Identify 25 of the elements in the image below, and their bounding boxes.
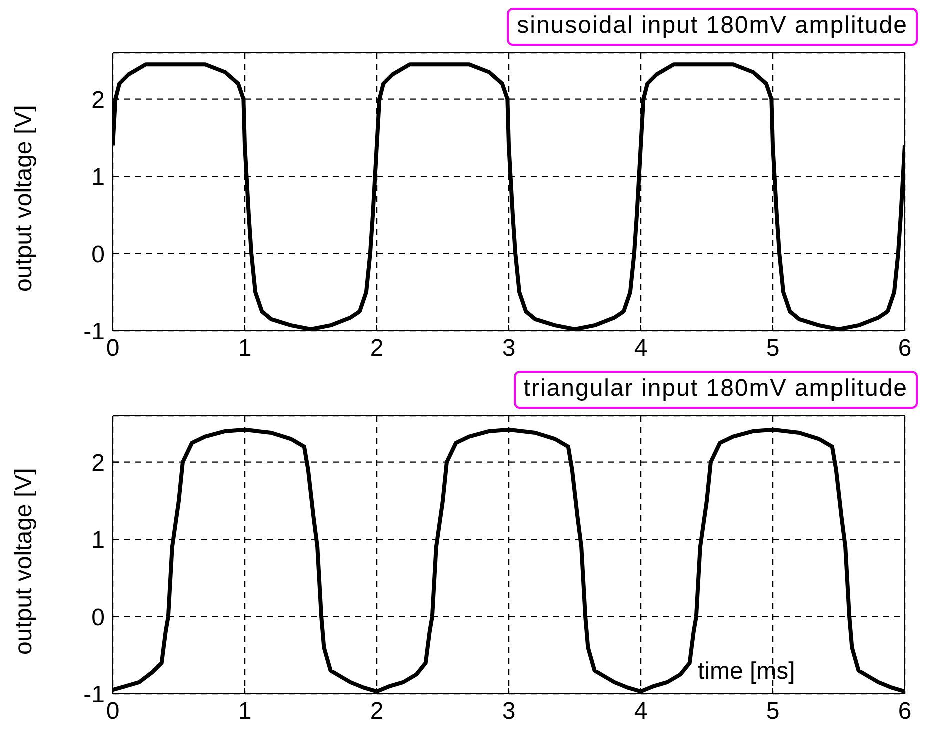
x-tick-label: 3 [502, 335, 516, 362]
y-tick-label: 0 [92, 241, 105, 268]
x-tick-label: 5 [766, 698, 780, 726]
annotation: time [ms] [698, 658, 796, 686]
chart-title: triangular input 180mV amplitude [514, 371, 918, 409]
x-tick-label: 6 [898, 335, 912, 362]
x-tick-label: 1 [238, 698, 252, 726]
chart-title: sinusoidal input 180mV amplitude [507, 8, 918, 46]
y-tick-label: -1 [84, 318, 105, 346]
x-tick-label: 1 [238, 335, 252, 362]
y-axis-title: output voltage [V] [10, 468, 38, 655]
x-tick-label: 6 [898, 698, 912, 726]
x-tick-label: 3 [502, 698, 516, 726]
y-tick-label: -1 [84, 682, 105, 709]
x-tick-label: 2 [370, 698, 384, 726]
x-tick-label: 4 [634, 335, 648, 362]
x-tick-label: 2 [370, 335, 384, 362]
x-tick-label: 4 [634, 698, 648, 726]
y-tick-label: 2 [92, 450, 105, 477]
y-axis-title: output voltage [V] [10, 105, 38, 292]
y-tick-label: 1 [92, 527, 105, 554]
y-tick-label: 2 [92, 86, 105, 114]
y-tick-label: 0 [92, 604, 105, 632]
x-tick-label: 5 [766, 335, 780, 362]
y-tick-label: 1 [92, 164, 105, 192]
